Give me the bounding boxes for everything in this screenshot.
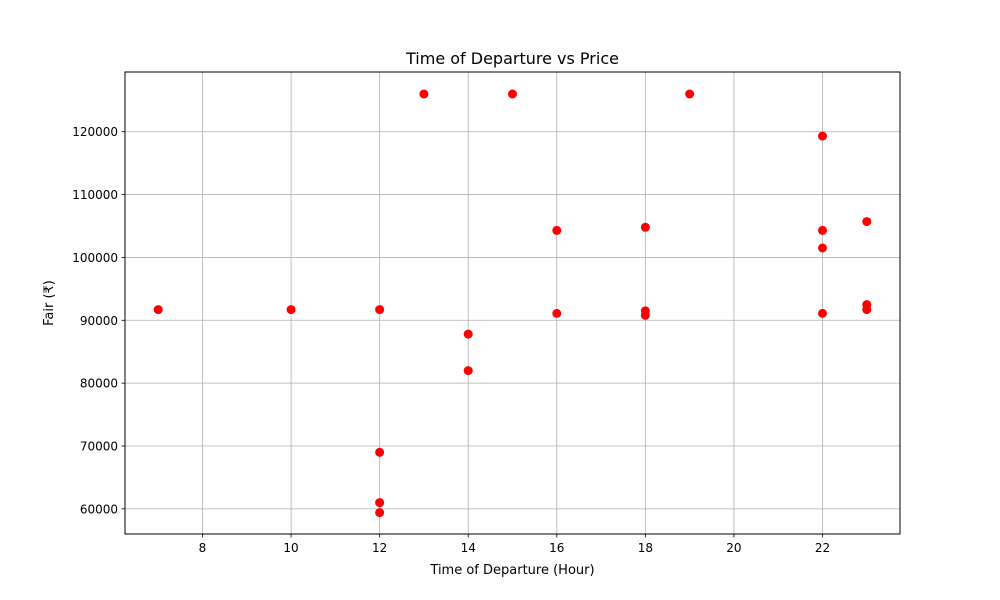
x-tick-label: 22 — [815, 541, 830, 555]
scatter-point — [818, 131, 827, 141]
y-axis-label: Fair (₹) — [42, 280, 57, 326]
scatter-point — [463, 329, 473, 339]
scatter-point — [552, 308, 562, 318]
x-axis-ticks: 8 10 12 14 16 18 20 22 — [199, 534, 830, 555]
y-axis-ticks: 60000 70000 80000 90000 100000 110000 120000 — [72, 125, 125, 516]
x-axis-label: Time of Departure (Hour) — [429, 563, 594, 578]
chart-title: Time of Departure vs Price — [405, 49, 619, 68]
scatter-point — [818, 243, 827, 253]
scatter-point — [375, 508, 385, 518]
y-tick-label: 70000 — [80, 440, 118, 454]
scatter-point — [375, 447, 385, 457]
y-tick-label: 100000 — [72, 251, 118, 265]
x-tick-label: 14 — [461, 541, 476, 555]
x-tick-label: 16 — [549, 541, 564, 555]
y-tick-label: 80000 — [80, 377, 118, 391]
x-tick-label: 12 — [372, 541, 387, 555]
scatter-point — [419, 89, 429, 99]
x-tick-label: 18 — [638, 541, 653, 555]
y-tick-label: 120000 — [72, 125, 118, 139]
scatter-point — [640, 310, 650, 320]
plot-frame — [124, 71, 901, 535]
scatter-point — [685, 89, 695, 99]
scatter-point — [375, 498, 385, 508]
scatter-point — [286, 305, 296, 315]
grid-lines — [125, 72, 900, 534]
x-tick-label: 8 — [199, 541, 207, 555]
scatter-point — [640, 222, 650, 232]
scatter-point — [153, 305, 163, 315]
scatter-points — [153, 89, 872, 518]
scatter-point — [463, 366, 473, 376]
x-tick-label: 10 — [283, 541, 298, 555]
scatter-point — [552, 225, 562, 235]
scatter-point — [862, 217, 872, 227]
scatter-point — [862, 305, 872, 315]
y-tick-label: 90000 — [80, 314, 118, 328]
x-tick-label: 20 — [726, 541, 741, 555]
scatter-point — [818, 225, 827, 235]
scatter-point — [508, 89, 517, 99]
scatter-point — [818, 308, 827, 318]
y-tick-label: 110000 — [72, 188, 118, 202]
plot-area-background — [125, 72, 900, 534]
scatter-point — [375, 305, 385, 315]
y-tick-label: 60000 — [80, 502, 118, 516]
